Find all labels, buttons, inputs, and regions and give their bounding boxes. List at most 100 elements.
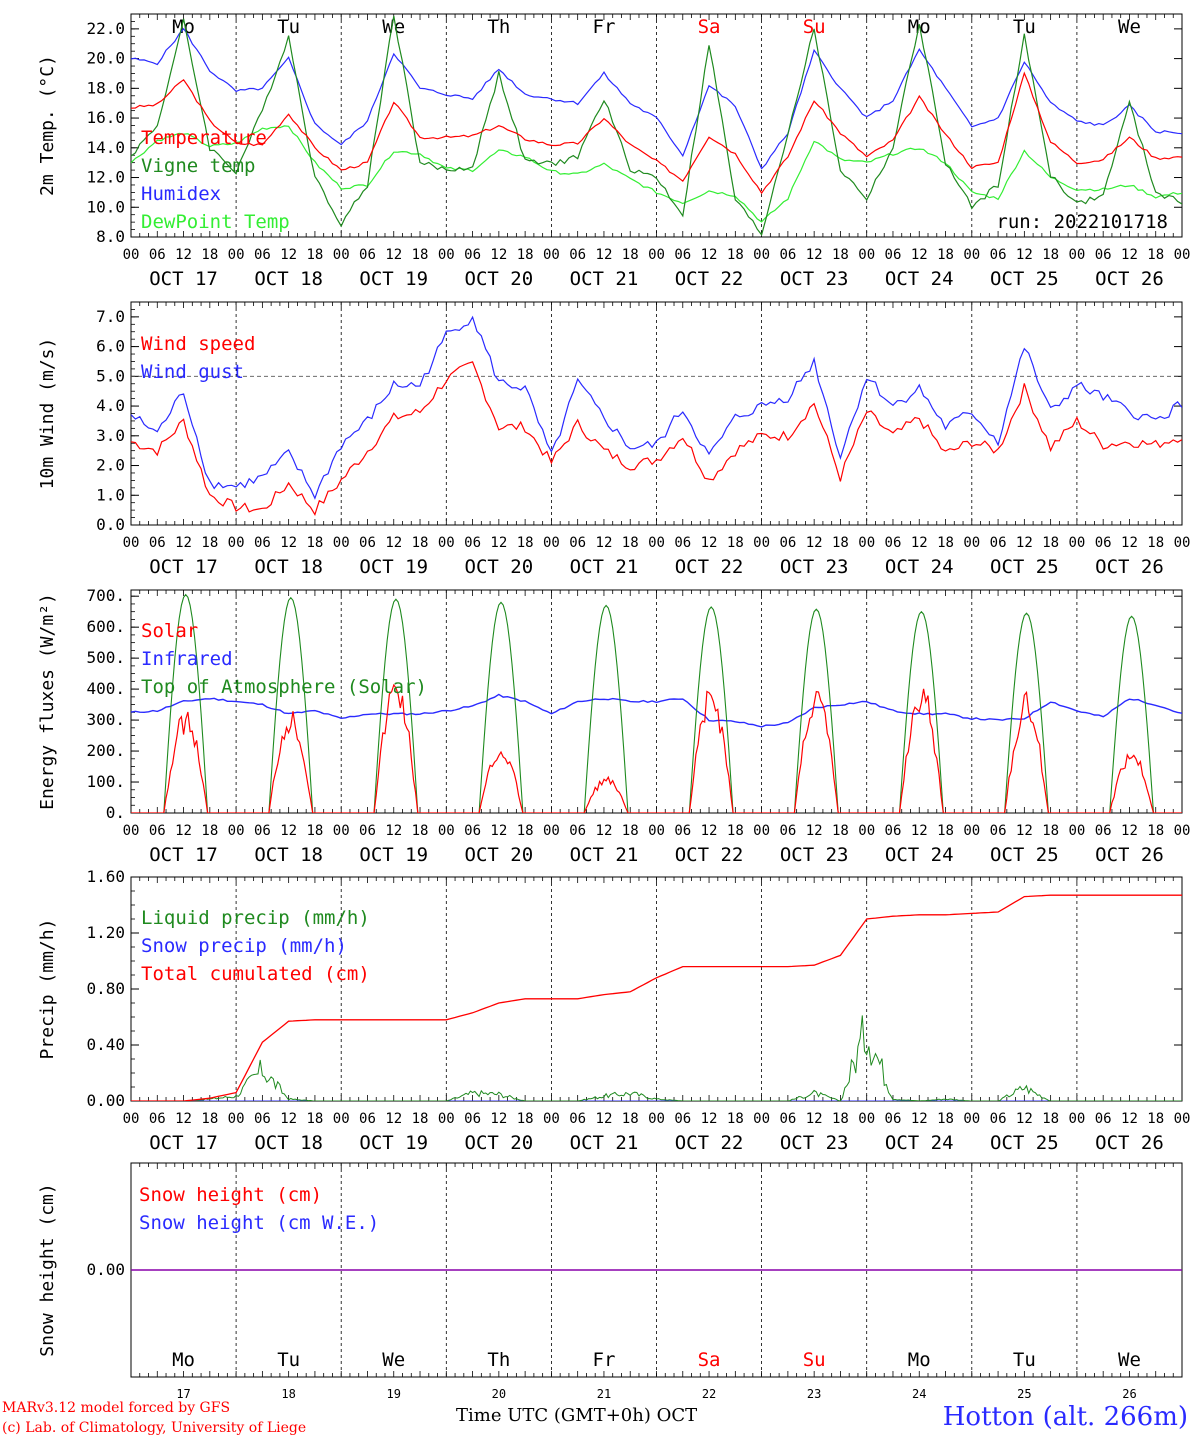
y-tick-label: 3.0: [96, 426, 125, 445]
hour-label: 06: [779, 823, 796, 839]
date-label: OCT 21: [570, 844, 639, 866]
y-tick-label: 20.0: [86, 49, 125, 68]
hour-label: 12: [596, 535, 613, 551]
hour-label: 18: [412, 1111, 429, 1127]
hour-label: 06: [885, 535, 902, 551]
hour-label: 12: [596, 1111, 613, 1127]
date-label: OCT 22: [675, 268, 744, 290]
legend-humidex: Humidex: [141, 183, 221, 205]
hour-label: 18: [1042, 1111, 1059, 1127]
hour-label: 18: [201, 535, 218, 551]
day-number-label: 21: [597, 1387, 611, 1401]
model-credit: MARv3.12 model forced by GFS: [2, 1400, 231, 1416]
hour-label: 12: [701, 1111, 718, 1127]
date-label: OCT 17: [149, 268, 218, 290]
hour-label: 06: [149, 1111, 166, 1127]
hour-label: 00: [648, 1111, 665, 1127]
legend-top-of-atmosphere-solar-: Top of Atmosphere (Solar): [141, 676, 427, 698]
hour-label: 18: [622, 1111, 639, 1127]
hour-label: 06: [149, 247, 166, 263]
y-tick-label: 0.00: [86, 1091, 125, 1110]
date-label: OCT 19: [359, 1132, 428, 1154]
hour-label: 12: [1016, 1111, 1033, 1127]
series-top-of-atmosphere-solar: [131, 593, 1182, 813]
date-label: OCT 18: [254, 1132, 323, 1154]
weekday-label: Tu: [1013, 1349, 1036, 1371]
y-axis-label: Precip (mm/h): [37, 919, 58, 1060]
hour-label: 18: [1042, 535, 1059, 551]
hour-label: 18: [1147, 535, 1164, 551]
hour-label: 00: [543, 823, 560, 839]
hour-label: 06: [254, 1111, 271, 1127]
date-label: OCT 25: [990, 844, 1059, 866]
weekday-label: We: [382, 1349, 405, 1371]
hour-label: 00: [963, 1111, 980, 1127]
date-label: OCT 20: [465, 556, 534, 578]
hour-label: 00: [1174, 535, 1191, 551]
y-axis-label: 2m Temp. (°C): [37, 55, 58, 196]
hour-label: 06: [569, 535, 586, 551]
date-label: OCT 26: [1095, 1132, 1164, 1154]
legend-infrared: Infrared: [141, 648, 233, 670]
day-number-label: 19: [387, 1387, 401, 1401]
y-axis-label: Snow height (cm): [37, 1183, 58, 1356]
hour-label: 12: [806, 1111, 823, 1127]
hour-label: 00: [228, 247, 245, 263]
y-tick-label: 16.0: [86, 108, 125, 127]
hour-label: 00: [1068, 1111, 1085, 1127]
y-tick-label: 0.: [106, 803, 125, 822]
legend-dewpoint-temp: DewPoint Temp: [141, 211, 290, 233]
hour-label: 12: [806, 247, 823, 263]
y-tick-label: 0.0: [96, 515, 125, 534]
date-label: OCT 24: [885, 268, 954, 290]
hour-label: 06: [254, 535, 271, 551]
day-number-label: 22: [702, 1387, 716, 1401]
y-tick-label: 0.80: [86, 979, 125, 998]
date-label: OCT 19: [359, 556, 428, 578]
hour-label: 00: [648, 247, 665, 263]
y-tick-label: 22.0: [86, 19, 125, 38]
date-label: OCT 18: [254, 556, 323, 578]
hour-label: 00: [753, 535, 770, 551]
weekday-label: Sa: [698, 1349, 721, 1371]
weekday-label: Tu: [277, 16, 300, 38]
hour-label: 06: [779, 247, 796, 263]
hour-label: 06: [569, 823, 586, 839]
date-label: OCT 23: [780, 844, 849, 866]
series-vigne-temp: [131, 15, 1182, 237]
hour-label: 00: [753, 823, 770, 839]
hour-label: 06: [885, 823, 902, 839]
weekday-label: Su: [803, 16, 826, 38]
hour-label: 18: [517, 823, 534, 839]
hour-label: 06: [990, 535, 1007, 551]
hour-label: 00: [753, 247, 770, 263]
hour-label: 00: [333, 1111, 350, 1127]
hour-label: 18: [306, 1111, 323, 1127]
date-label: OCT 23: [780, 1132, 849, 1154]
hour-label: 12: [701, 535, 718, 551]
y-tick-label: 1.0: [96, 485, 125, 504]
hour-label: 18: [622, 247, 639, 263]
hour-label: 18: [832, 1111, 849, 1127]
date-label: OCT 17: [149, 556, 218, 578]
y-tick-label: 4.0: [96, 396, 125, 415]
hour-label: 06: [464, 1111, 481, 1127]
hour-label: 18: [1147, 1111, 1164, 1127]
hour-label: 18: [727, 247, 744, 263]
date-label: OCT 20: [465, 844, 534, 866]
hour-label: 12: [1121, 535, 1138, 551]
date-label: OCT 19: [359, 268, 428, 290]
weekday-label: Mo: [908, 1349, 931, 1371]
hour-label: 06: [1095, 1111, 1112, 1127]
hour-label: 06: [1095, 247, 1112, 263]
date-label: OCT 21: [570, 268, 639, 290]
legend-snow-height-cm-: Snow height (cm): [139, 1184, 322, 1206]
weekday-label: Mo: [172, 1349, 195, 1371]
lab-credit: (c) Lab. of Climatology, University of L…: [2, 1420, 307, 1436]
hour-label: 18: [517, 535, 534, 551]
hour-label: 06: [149, 535, 166, 551]
hour-label: 00: [333, 247, 350, 263]
hour-label: 18: [412, 823, 429, 839]
hour-label: 12: [911, 535, 928, 551]
hour-label: 00: [858, 535, 875, 551]
